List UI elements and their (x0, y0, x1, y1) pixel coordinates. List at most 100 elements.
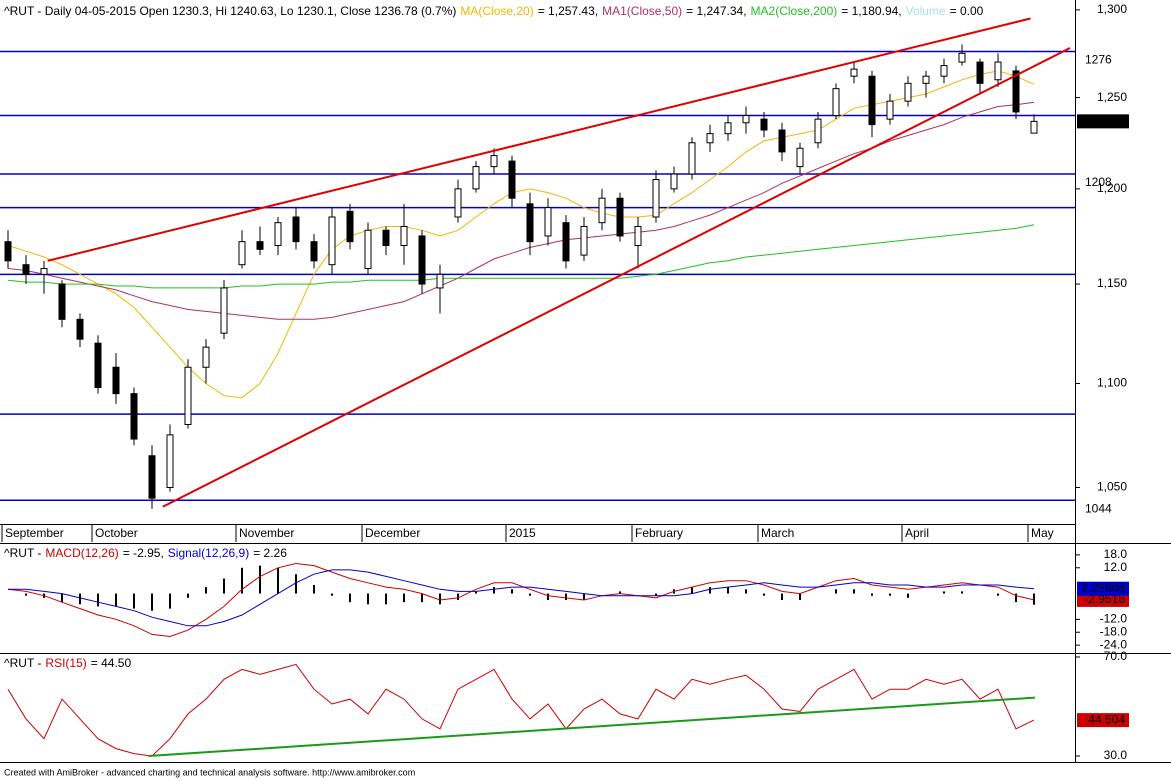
x-tick-label: October (95, 526, 138, 540)
horizontal-line-label: 1044 (1085, 501, 1112, 515)
y-tick-label: 1,150 (1097, 276, 1127, 290)
candle-body (922, 75, 930, 84)
candle-body (220, 287, 228, 334)
x-tick-label: December (365, 526, 420, 540)
value-box (1077, 713, 1129, 728)
horizontal-line-label: 1276 (1085, 53, 1112, 67)
candle-body (706, 133, 714, 144)
x-tick-label: April (905, 526, 929, 540)
legend-name: Signal(12,26,9) (168, 546, 249, 560)
value-box-label: 44.504 (1088, 712, 1125, 726)
legend-name: Volume (906, 4, 946, 18)
candle-body (724, 122, 732, 135)
candle-body (616, 197, 624, 237)
header-title: ^RUT - (4, 656, 41, 670)
legend-name: MA1(Close,50) (602, 4, 682, 18)
value-box-label: 2.25606 (1082, 581, 1126, 595)
y-tick-label: 1,300 (1097, 2, 1127, 16)
candle-body (760, 118, 768, 131)
candle-body (832, 88, 840, 117)
candle-body (58, 283, 66, 320)
candle-body (526, 203, 534, 243)
legend-value: = 1,180.94, (841, 4, 901, 18)
trendline (47, 17, 1031, 262)
legend-name: MA(Close,20) (460, 4, 533, 18)
legend-value: = 0.00 (950, 4, 984, 18)
y-tick-label: 12.0 (1104, 560, 1128, 574)
x-tick-label: 2015 (509, 526, 536, 540)
panel-header: ^RUT - Daily 04-05-2015 Open 1230.3, Hi … (4, 4, 984, 18)
candle-body (886, 100, 894, 120)
candle-body (508, 160, 516, 199)
candle-body (436, 273, 444, 289)
candle-body (76, 318, 84, 340)
legend-value: = 1,247.34, (686, 4, 746, 18)
series-line (7, 101, 1035, 320)
y-tick-label: -18.0 (1100, 624, 1128, 638)
legend-value: = 44.50 (91, 656, 132, 670)
candle-body (796, 147, 804, 168)
panel-header: ^RUT - RSI(15) = 44.50 (4, 656, 131, 670)
candle-body (634, 225, 642, 246)
candle-body (868, 75, 876, 126)
value-box (1077, 581, 1129, 596)
candle-body (238, 241, 246, 266)
candle-body (670, 173, 678, 190)
candle-body (274, 222, 282, 246)
y-tick-label: -12.0 (1100, 612, 1128, 626)
y-tick-label: -24.0 (1100, 637, 1128, 651)
candle-body (22, 264, 30, 275)
header-title: ^RUT - (4, 546, 41, 560)
candle-body (346, 210, 354, 243)
candle-body (580, 225, 588, 256)
candle-body (364, 229, 372, 270)
candle-body (598, 197, 606, 224)
y-tick-label: 70.0 (1104, 649, 1128, 663)
candle-body (994, 61, 1002, 81)
x-tick-label: February (635, 526, 683, 540)
candle-body (184, 366, 192, 425)
candle-body (544, 207, 552, 237)
y-tick-label: 1,250 (1097, 90, 1127, 104)
legend-value: = 2.26 (253, 546, 287, 560)
candle-body (292, 216, 300, 243)
y-tick-label: 1,050 (1097, 480, 1127, 494)
candle-body (778, 129, 786, 153)
y-tick-label: 30.0 (1104, 748, 1128, 762)
series-line (7, 224, 1035, 289)
candle-body (40, 268, 48, 275)
legend-value: = 1,257.43, (538, 4, 598, 18)
footer: Created with AmiBroker - advanced charti… (4, 767, 415, 777)
candle-body (310, 241, 318, 262)
y-tick-label: 18.0 (1104, 547, 1128, 561)
x-tick-label: September (5, 526, 64, 540)
candle-body (148, 455, 156, 499)
candle-body (418, 235, 426, 285)
candle-body (328, 216, 336, 266)
trendline (148, 696, 1035, 758)
candle-body (256, 241, 264, 250)
candle-body (166, 434, 174, 488)
x-tick-label: May (1031, 526, 1054, 540)
candle-body (652, 179, 660, 218)
candle-body (688, 142, 696, 175)
legend-name: MACD(12,26) (45, 546, 118, 560)
candle-body (94, 342, 102, 389)
candle-body (400, 225, 408, 246)
candle-body (1030, 120, 1038, 134)
candle-body (850, 68, 858, 77)
x-tick-label: November (239, 526, 294, 540)
series-line (7, 70, 1035, 399)
panel-header: ^RUT - MACD(12,26) = -2.95, Signal(12,26,9)… (4, 546, 287, 560)
y-tick-label: 1,200 (1097, 181, 1127, 195)
candle-body (976, 61, 984, 84)
candle-body (112, 366, 120, 395)
candle-body (382, 229, 390, 246)
horizontal-line-label: 1208 (1085, 175, 1112, 189)
legend-name: RSI(15) (45, 656, 86, 670)
candle-body (454, 188, 462, 218)
candle-body (490, 155, 498, 168)
series-line (7, 663, 1035, 757)
